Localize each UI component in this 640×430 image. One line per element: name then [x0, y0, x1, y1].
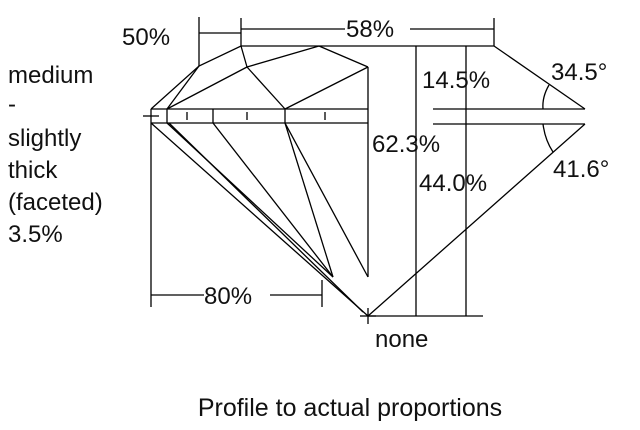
pavilion-depth-label: 44.0%: [419, 170, 487, 197]
pavilion-facets: [166, 122, 369, 313]
pavilion-angle-label: 41.6°: [553, 156, 609, 183]
caption: Profile to actual proportions: [198, 394, 502, 422]
girdle-line: -: [8, 91, 16, 118]
girdle-line: slightly: [8, 125, 81, 152]
table-label: 58%: [346, 16, 394, 43]
star-percent-label: 50%: [122, 24, 170, 51]
lower-half-label: 80%: [204, 283, 252, 310]
crown-angle-label: 34.5°: [551, 59, 607, 86]
crown-facets: [166, 45, 369, 277]
girdle-label: medium - slightly thick (faceted) 3.5%: [8, 62, 103, 248]
girdle-line: (faceted): [8, 189, 103, 216]
girdle-facets: [166, 109, 326, 123]
girdle-line: medium: [8, 62, 93, 89]
culet-label: none: [375, 326, 428, 353]
total-depth-label: 62.3%: [372, 131, 440, 158]
crown-height-label: 14.5%: [422, 67, 490, 94]
dimension-lines: [143, 17, 585, 324]
girdle-line: 3.5%: [8, 221, 63, 248]
girdle-line: thick: [8, 157, 58, 184]
